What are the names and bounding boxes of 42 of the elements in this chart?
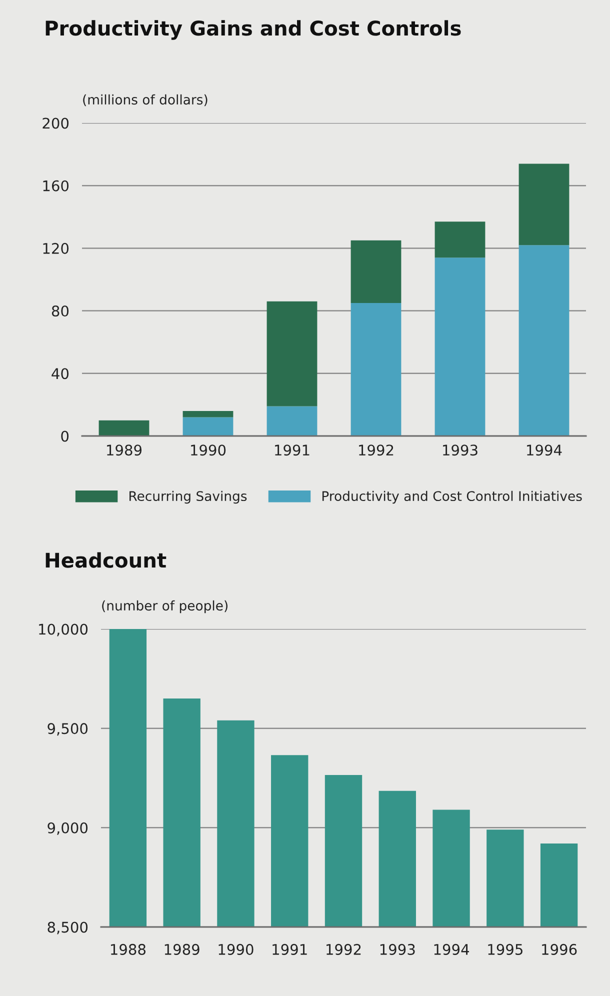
x-tick-label: 1990 — [218, 944, 254, 955]
bar — [350, 302, 402, 436]
x-tick-label: 1992 — [326, 944, 361, 955]
y-tick-label: 200 — [42, 118, 69, 129]
x-tick-label: 1989 — [164, 944, 200, 955]
legend-label: Recurring Savings — [130, 490, 247, 504]
legend-label: Productivity and Cost Control Initiatives — [322, 490, 582, 504]
y-tick-label: 40 — [52, 368, 69, 380]
x-tick-label: 1988 — [110, 944, 146, 955]
y-tick-label: 9,500 — [48, 723, 88, 736]
x-tick-label: 1994 — [434, 944, 470, 955]
x-tick-label: 1993 — [380, 944, 415, 955]
x-tick-label: 1989 — [107, 444, 142, 456]
y-tick-label: 9,000 — [48, 822, 88, 835]
bar — [266, 301, 318, 406]
bar — [182, 410, 234, 418]
x-tick-label: 1990 — [191, 444, 226, 456]
chart-title: Productivity Gains and Cost Controls — [46, 20, 461, 40]
bar — [518, 245, 570, 436]
x-tick-label: 1994 — [527, 444, 562, 456]
bar — [434, 258, 486, 436]
y-axis-title: (number of people) — [102, 600, 228, 614]
x-tick-label: 1991 — [272, 944, 307, 955]
x-tick-label: 1993 — [443, 444, 478, 456]
y-tick-label: 0 — [61, 430, 69, 442]
chart-title: Headcount — [46, 552, 166, 568]
x-tick-label: 1992 — [359, 444, 394, 456]
y-tick-label: 8,500 — [48, 922, 88, 934]
bar — [266, 406, 318, 436]
x-tick-label: 1996 — [542, 944, 577, 955]
bar — [518, 164, 570, 246]
y-tick-label: 10,000 — [39, 624, 88, 636]
y-tick-label: 120 — [43, 242, 69, 254]
y-tick-label: 80 — [52, 306, 69, 317]
x-tick-label: 1995 — [488, 944, 522, 955]
bar — [434, 222, 486, 258]
bar — [350, 240, 402, 303]
x-tick-label: 1991 — [275, 444, 310, 456]
y-tick-label: 160 — [43, 180, 69, 192]
y-axis-title: (millions of dollars) — [83, 94, 208, 106]
bar — [98, 420, 150, 436]
bar — [182, 417, 234, 436]
